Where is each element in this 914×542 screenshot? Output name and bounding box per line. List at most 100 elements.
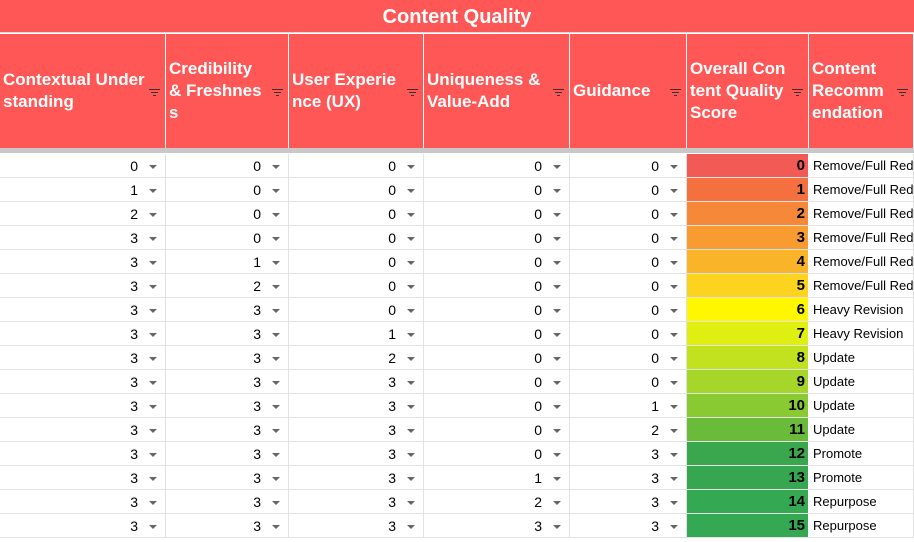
dropdown-cell[interactable]: 0 (424, 226, 570, 250)
dropdown-arrow[interactable] (670, 189, 678, 193)
dropdown-cell[interactable]: 1 (570, 394, 687, 418)
dropdown-arrow[interactable] (553, 189, 561, 193)
dropdown-cell[interactable]: 3 (0, 298, 166, 322)
dropdown-arrow[interactable] (670, 357, 678, 361)
dropdown-arrow[interactable] (670, 165, 678, 169)
dropdown-arrow[interactable] (553, 453, 561, 457)
dropdown-arrow[interactable] (553, 381, 561, 385)
dropdown-cell[interactable]: 3 (166, 322, 289, 346)
dropdown-cell[interactable]: 3 (166, 298, 289, 322)
dropdown-cell[interactable]: 2 (289, 346, 424, 370)
dropdown-cell[interactable]: 3 (0, 274, 166, 298)
dropdown-arrow[interactable] (553, 333, 561, 337)
dropdown-cell[interactable]: 0 (424, 322, 570, 346)
dropdown-arrow[interactable] (553, 405, 561, 409)
dropdown-arrow[interactable] (670, 309, 678, 313)
dropdown-arrow[interactable] (553, 501, 561, 505)
dropdown-cell[interactable]: 1 (424, 466, 570, 490)
filter-button[interactable] (149, 87, 160, 98)
dropdown-arrow[interactable] (407, 165, 415, 169)
dropdown-arrow[interactable] (670, 501, 678, 505)
dropdown-arrow[interactable] (553, 477, 561, 481)
dropdown-cell[interactable]: 3 (570, 490, 687, 514)
dropdown-arrow[interactable] (670, 525, 678, 529)
dropdown-arrow[interactable] (670, 213, 678, 217)
dropdown-cell[interactable]: 0 (424, 202, 570, 226)
dropdown-arrow[interactable] (149, 165, 157, 169)
dropdown-arrow[interactable] (553, 429, 561, 433)
dropdown-arrow[interactable] (149, 381, 157, 385)
dropdown-arrow[interactable] (272, 189, 280, 193)
dropdown-arrow[interactable] (407, 309, 415, 313)
dropdown-cell[interactable]: 0 (289, 298, 424, 322)
dropdown-arrow[interactable] (149, 357, 157, 361)
filter-button[interactable] (407, 87, 418, 98)
dropdown-cell[interactable]: 0 (424, 274, 570, 298)
dropdown-cell[interactable]: 3 (166, 490, 289, 514)
dropdown-cell[interactable]: 3 (0, 442, 166, 466)
dropdown-cell[interactable]: 0 (424, 442, 570, 466)
dropdown-cell[interactable]: 2 (0, 202, 166, 226)
dropdown-cell[interactable]: 3 (289, 466, 424, 490)
dropdown-cell[interactable]: 3 (289, 514, 424, 538)
dropdown-cell[interactable]: 0 (424, 298, 570, 322)
dropdown-cell[interactable]: 3 (166, 370, 289, 394)
dropdown-cell[interactable]: 0 (424, 418, 570, 442)
dropdown-cell[interactable]: 0 (289, 274, 424, 298)
dropdown-arrow[interactable] (149, 477, 157, 481)
dropdown-arrow[interactable] (553, 309, 561, 313)
dropdown-arrow[interactable] (149, 261, 157, 265)
dropdown-cell[interactable]: 3 (289, 490, 424, 514)
dropdown-arrow[interactable] (553, 237, 561, 241)
dropdown-cell[interactable]: 0 (424, 370, 570, 394)
dropdown-cell[interactable]: 2 (166, 274, 289, 298)
dropdown-cell[interactable]: 0 (570, 226, 687, 250)
dropdown-cell[interactable]: 0 (424, 250, 570, 274)
dropdown-arrow[interactable] (149, 237, 157, 241)
dropdown-cell[interactable]: 3 (289, 442, 424, 466)
dropdown-cell[interactable]: 3 (0, 346, 166, 370)
dropdown-arrow[interactable] (553, 357, 561, 361)
dropdown-arrow[interactable] (553, 213, 561, 217)
dropdown-arrow[interactable] (553, 165, 561, 169)
dropdown-cell[interactable]: 3 (166, 394, 289, 418)
filter-button[interactable] (792, 87, 803, 98)
dropdown-cell[interactable]: 3 (166, 514, 289, 538)
dropdown-arrow[interactable] (407, 333, 415, 337)
filter-button[interactable] (272, 87, 283, 98)
dropdown-cell[interactable]: 0 (289, 154, 424, 178)
dropdown-arrow[interactable] (149, 525, 157, 529)
filter-button[interactable] (670, 87, 681, 98)
dropdown-cell[interactable]: 2 (424, 490, 570, 514)
dropdown-arrow[interactable] (670, 429, 678, 433)
dropdown-arrow[interactable] (407, 237, 415, 241)
dropdown-cell[interactable]: 3 (0, 322, 166, 346)
dropdown-arrow[interactable] (272, 477, 280, 481)
dropdown-arrow[interactable] (670, 381, 678, 385)
dropdown-arrow[interactable] (149, 429, 157, 433)
dropdown-arrow[interactable] (149, 501, 157, 505)
dropdown-arrow[interactable] (272, 525, 280, 529)
dropdown-cell[interactable]: 0 (424, 394, 570, 418)
dropdown-cell[interactable]: 0 (424, 154, 570, 178)
dropdown-arrow[interactable] (272, 357, 280, 361)
dropdown-cell[interactable]: 3 (166, 442, 289, 466)
dropdown-cell[interactable]: 0 (570, 178, 687, 202)
filter-button[interactable] (553, 87, 564, 98)
dropdown-arrow[interactable] (407, 453, 415, 457)
dropdown-cell[interactable]: 0 (166, 178, 289, 202)
dropdown-arrow[interactable] (149, 309, 157, 313)
dropdown-arrow[interactable] (407, 261, 415, 265)
dropdown-cell[interactable]: 3 (0, 370, 166, 394)
filter-button[interactable] (897, 87, 908, 98)
dropdown-cell[interactable]: 0 (289, 178, 424, 202)
dropdown-arrow[interactable] (272, 453, 280, 457)
dropdown-cell[interactable]: 1 (0, 178, 166, 202)
dropdown-arrow[interactable] (553, 261, 561, 265)
dropdown-cell[interactable]: 0 (424, 178, 570, 202)
dropdown-arrow[interactable] (149, 453, 157, 457)
dropdown-cell[interactable]: 0 (570, 274, 687, 298)
dropdown-arrow[interactable] (272, 213, 280, 217)
dropdown-arrow[interactable] (407, 357, 415, 361)
dropdown-arrow[interactable] (407, 477, 415, 481)
